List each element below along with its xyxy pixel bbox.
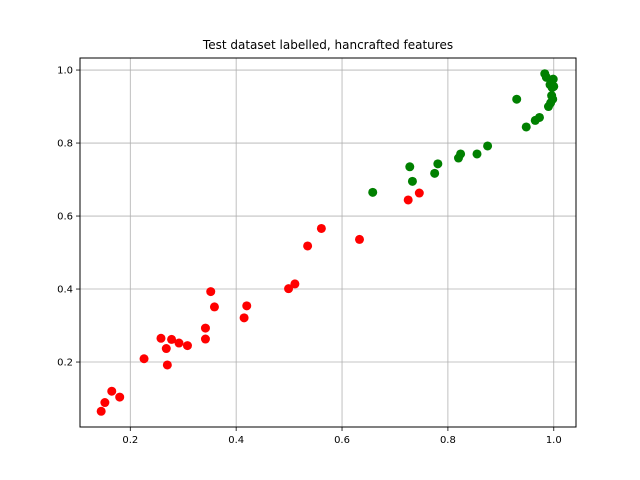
data-point bbox=[541, 72, 551, 82]
data-point bbox=[483, 141, 493, 151]
data-point bbox=[548, 94, 558, 104]
data-point bbox=[456, 149, 466, 159]
data-points bbox=[96, 69, 559, 416]
data-point bbox=[162, 360, 172, 370]
data-point bbox=[200, 334, 210, 344]
y-tick-label: 0.2 bbox=[57, 358, 73, 369]
y-tick-label: 1.0 bbox=[57, 66, 73, 77]
x-tick-label: 0.2 bbox=[122, 435, 138, 446]
data-point bbox=[167, 334, 177, 344]
data-point bbox=[405, 162, 415, 172]
x-tick-label: 0.4 bbox=[228, 435, 244, 446]
data-point bbox=[242, 301, 252, 311]
data-point bbox=[368, 187, 378, 197]
data-point bbox=[430, 168, 440, 178]
data-point bbox=[284, 284, 294, 294]
y-tick-label: 0.4 bbox=[57, 285, 73, 296]
data-point bbox=[139, 354, 149, 364]
data-point bbox=[354, 234, 364, 244]
data-point bbox=[115, 392, 125, 402]
y-tick-label: 0.6 bbox=[57, 212, 73, 223]
data-point bbox=[100, 398, 110, 408]
data-point bbox=[303, 241, 313, 251]
grid-lines bbox=[80, 58, 576, 427]
data-point bbox=[239, 313, 249, 323]
data-point bbox=[96, 406, 106, 416]
data-point bbox=[521, 122, 531, 132]
data-point bbox=[209, 302, 219, 312]
data-point bbox=[549, 81, 559, 91]
data-point bbox=[206, 287, 216, 297]
data-point bbox=[156, 333, 166, 343]
data-point bbox=[407, 176, 417, 186]
x-tick-label: 1.0 bbox=[546, 435, 562, 446]
data-point bbox=[414, 188, 424, 198]
x-tick-label: 0.6 bbox=[334, 435, 350, 446]
data-point bbox=[200, 323, 210, 333]
data-point bbox=[512, 94, 522, 104]
data-point bbox=[548, 74, 558, 84]
data-point bbox=[534, 112, 544, 122]
data-point bbox=[290, 279, 300, 289]
data-point bbox=[316, 223, 326, 233]
chart-title: Test dataset labelled, hancrafted featur… bbox=[202, 38, 453, 52]
data-point bbox=[107, 386, 117, 396]
axis-ticks: 0.2 0.4 0.6 0.8 1.0 0.2 0.4 0.6 0.8 1.0 bbox=[57, 66, 562, 446]
data-point bbox=[472, 149, 482, 159]
y-tick-label: 0.8 bbox=[57, 139, 73, 150]
data-point bbox=[182, 341, 192, 351]
x-tick-label: 0.8 bbox=[440, 435, 456, 446]
data-point bbox=[403, 195, 413, 205]
data-point bbox=[433, 159, 443, 169]
plot-frame bbox=[79, 57, 577, 428]
data-point bbox=[161, 344, 171, 354]
data-point bbox=[174, 338, 184, 348]
